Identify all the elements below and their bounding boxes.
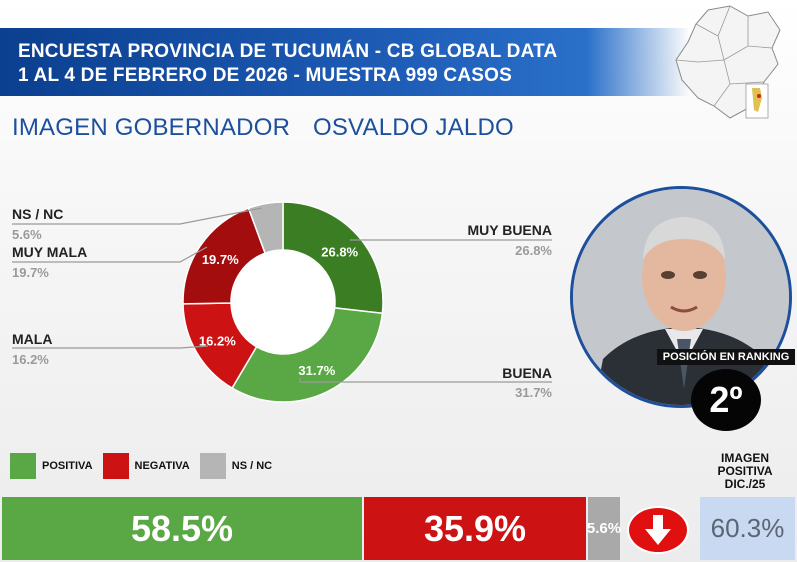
trend-indicator [627, 506, 689, 554]
previous-label-line3: DIC./25 [724, 477, 766, 491]
chart-subtitle: IMAGEN GOBERNADOR OSVALDO JALDO [12, 114, 530, 142]
summary-positive-bar: 58.5% [2, 497, 362, 560]
leader-lines [12, 207, 552, 383]
legend-label-negativa: NEGATIVA [134, 460, 190, 472]
donut-hole [232, 251, 334, 353]
label-muy-mala-name: MUY MALA [12, 244, 88, 260]
label-mala-value: 16.2% [12, 352, 49, 367]
legend-item-positiva: POSITIVA [10, 453, 93, 479]
label-muy-buena-name: MUY BUENA [467, 222, 552, 238]
governor-portrait [570, 186, 792, 408]
label-buena-value: 31.7% [515, 385, 552, 400]
legend-item-ns-nc: NS / NC [199, 453, 273, 479]
label-muy-mala-value: 19.7% [12, 265, 49, 280]
header-title-line1: ENCUESTA PROVINCIA DE TUCUMÁN - CB GLOBA… [18, 41, 558, 62]
arrow-down-icon [645, 515, 671, 545]
person-icon [573, 189, 789, 405]
leader-line-ns-nc [12, 207, 263, 225]
slice-muy-mala-value-label: 19.7% [202, 252, 239, 267]
slice-buena-value-label: 31.7% [298, 363, 335, 378]
slice-labels: 26.8% 31.7% 16.2% 19.7% [199, 244, 359, 378]
previous-label-line1: IMAGEN [721, 451, 769, 465]
header-banner: ENCUESTA PROVINCIA DE TUCUMÁN - CB GLOBA… [0, 28, 690, 96]
ranking-badge: 2º [691, 369, 761, 431]
leader-line-muy-mala [12, 246, 208, 263]
legend-label-positiva: POSITIVA [42, 460, 93, 472]
previous-label-line2: POSITIVA [717, 464, 773, 478]
summary-negative-bar: 35.9% [364, 497, 586, 560]
subtitle-right: OSVALDO JALDO [312, 114, 514, 141]
previous-image-label: IMAGEN POSITIVA DIC./25 [700, 452, 790, 491]
legend-item-negativa: NEGATIVA [102, 453, 190, 479]
label-ns-nc-value: 5.6% [12, 227, 42, 242]
leader-line-mala [12, 345, 209, 349]
slice-ns-nc [247, 201, 284, 255]
slice-mala-value-label: 16.2% [199, 333, 236, 348]
chart-legend: POSITIVA NEGATIVA NS / NC [10, 453, 282, 479]
slice-muy-buena-value-label: 26.8% [321, 244, 358, 259]
previous-positive-value: 60.3% [700, 497, 795, 560]
label-ns-nc-name: NS / NC [12, 206, 64, 222]
summary-ns-nc-bar: 5.6% [587, 497, 621, 560]
label-mala-name: MALA [12, 331, 53, 347]
header-title-line2: 1 AL 4 DE FEBRERO DE 2026 - MUESTRA 999 … [18, 65, 512, 86]
leader-line-buena [299, 378, 552, 383]
legend-label-ns-nc: NS / NC [231, 460, 273, 472]
tucuman-map-icon [675, 5, 781, 119]
legend-swatch-positiva [10, 453, 36, 479]
slice-buena [231, 307, 384, 403]
subtitle-left: IMAGEN GOBERNADOR [12, 114, 291, 141]
label-muy-buena-value: 26.8% [515, 243, 552, 258]
legend-swatch-ns-nc [199, 453, 226, 479]
label-buena-name: BUENA [502, 365, 552, 381]
donut-slices [182, 201, 384, 403]
ranking-label: POSICIÓN EN RANKING [657, 349, 795, 365]
legend-swatch-negativa [102, 453, 129, 479]
slice-muy-buena [282, 201, 384, 315]
